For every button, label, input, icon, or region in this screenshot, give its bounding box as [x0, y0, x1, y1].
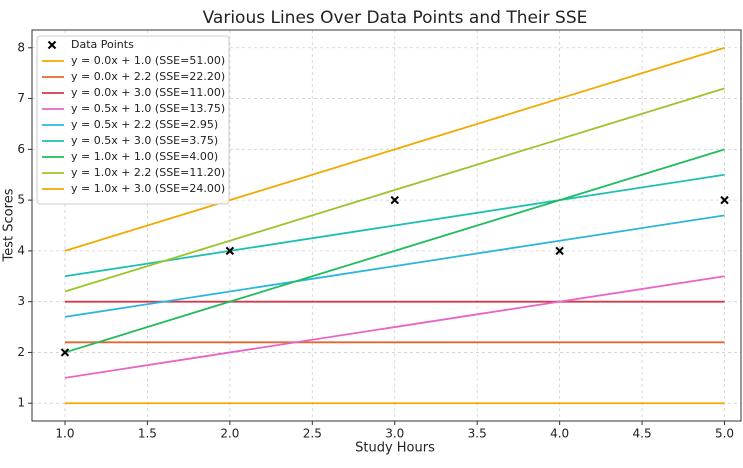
x-tick-label: 2.5: [303, 427, 322, 441]
x-tick-label: 4.0: [550, 427, 569, 441]
data-point: [225, 246, 235, 256]
line: [64, 173, 725, 278]
data-point: [390, 195, 399, 205]
x-tick-label: 1.5: [138, 427, 157, 441]
line: [64, 148, 725, 354]
x-tick-label: 5.0: [715, 427, 734, 441]
y-tick-label: 7: [17, 91, 25, 105]
y-tick-label: 6: [17, 142, 25, 156]
legend-label: y = 0.5x + 2.2 (SSE=2.95): [71, 118, 218, 131]
line: [64, 87, 725, 293]
legend-label: y = 0.5x + 3.0 (SSE=3.75): [71, 134, 218, 147]
line: [64, 46, 725, 252]
legend-marker: [47, 40, 57, 50]
legend-label: y = 0.0x + 1.0 (SSE=51.00): [71, 54, 225, 67]
legend-label: y = 0.0x + 2.2 (SSE=22.20): [71, 70, 225, 83]
data-point: [720, 195, 729, 205]
legend-label: y = 0.0x + 3.0 (SSE=11.00): [71, 86, 225, 99]
y-tick-label: 3: [17, 294, 25, 308]
line: [64, 214, 725, 318]
y-tick-label: 4: [17, 243, 25, 257]
y-tick-label: 1: [17, 396, 25, 410]
y-tick-label: 2: [17, 345, 25, 359]
data-point: [555, 246, 564, 256]
legend-label: Data Points: [71, 38, 134, 51]
y-tick-label: 5: [17, 193, 25, 207]
x-tick-label: 4.5: [633, 427, 652, 441]
x-tick-label: 2.0: [220, 427, 239, 441]
legend-label: y = 0.5x + 1.0 (SSE=13.75): [71, 102, 225, 115]
data-point: [60, 348, 70, 357]
x-axis-label: Study Hours: [355, 441, 435, 456]
chart-title: Various Lines Over Data Points and Their…: [203, 8, 588, 28]
line: [64, 275, 725, 379]
legend-label: y = 1.0x + 1.0 (SSE=4.00): [71, 150, 218, 163]
x-tick-label: 3.5: [468, 427, 487, 441]
legend-box: [36, 35, 230, 205]
legend-label: y = 1.0x + 2.2 (SSE=11.20): [71, 166, 225, 179]
plot-frame: [31, 29, 742, 422]
x-tick-label: 1.0: [55, 427, 74, 441]
y-axis-label: Test Scores: [2, 188, 17, 262]
legend-label: y = 1.0x + 3.0 (SSE=24.00): [71, 182, 225, 195]
x-tick-label: 3.0: [385, 427, 404, 441]
y-tick-label: 8: [17, 40, 25, 54]
